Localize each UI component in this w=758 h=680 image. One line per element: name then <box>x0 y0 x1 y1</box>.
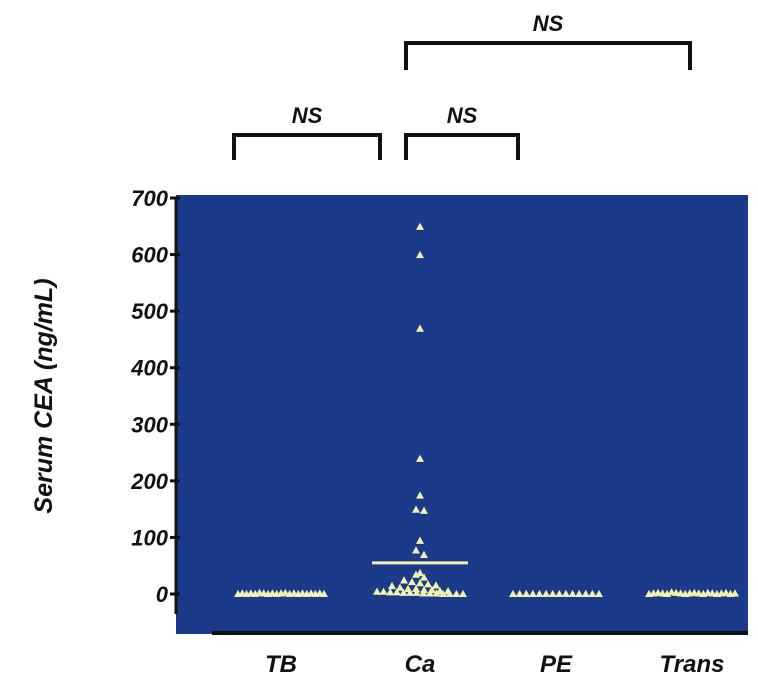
data-point-ca <box>406 588 415 596</box>
data-point-ca <box>412 588 421 596</box>
significance-label: NS <box>533 11 564 36</box>
y-tick-label: 500 <box>131 299 168 324</box>
data-point-pe <box>522 589 531 598</box>
data-point-ca <box>416 324 424 332</box>
data-point-pe <box>509 589 517 598</box>
y-tick-label: 100 <box>131 525 168 550</box>
y-tick-label: 600 <box>131 243 168 268</box>
plot-background <box>176 195 748 634</box>
data-point-ca <box>459 589 467 598</box>
y-tick-label: 700 <box>131 186 168 211</box>
significance-bracket <box>232 133 382 160</box>
data-point-ca <box>373 587 381 595</box>
data-point-pe <box>575 589 584 598</box>
data-point-ca <box>432 589 441 597</box>
data-point-ca <box>439 589 448 598</box>
data-point-ca <box>400 576 408 584</box>
y-tick-label: 300 <box>131 412 168 437</box>
significance-label: NS <box>292 103 323 128</box>
data-point-pe <box>515 589 524 598</box>
data-point-trans <box>731 589 739 597</box>
data-point-ca <box>379 587 388 595</box>
data-point-ca <box>416 536 424 544</box>
data-point-ca <box>452 589 461 598</box>
data-point-pe <box>561 589 570 598</box>
data-point-ca <box>396 583 404 591</box>
significance-label: NS <box>447 103 478 128</box>
data-point-ca <box>416 491 424 499</box>
data-point-ca <box>445 589 454 598</box>
x-category-label: PE <box>540 651 573 678</box>
x-category-label: Trans <box>660 651 725 678</box>
data-point-ca <box>399 588 408 596</box>
data-point-ca <box>416 579 424 587</box>
data-point-pe <box>568 589 577 598</box>
y-tick-label: 0 <box>156 582 169 607</box>
data-point-ca <box>412 546 420 554</box>
data-point-pe <box>535 589 544 598</box>
data-point-tb <box>320 589 328 598</box>
data-point-pe <box>588 589 597 598</box>
significance-bracket <box>404 41 692 70</box>
data-point-ca <box>416 250 424 259</box>
x-category-label: TB <box>265 651 297 678</box>
data-point-pe <box>581 589 590 598</box>
data-point-ca <box>408 577 416 586</box>
data-point-ca <box>420 585 428 594</box>
data-point-ca <box>392 588 401 596</box>
y-axis-title: Serum CEA (ng/mL) <box>30 278 58 513</box>
data-point-ca <box>425 589 434 597</box>
data-point-ca <box>419 589 428 597</box>
data-point-ca <box>412 584 420 592</box>
data-point-ca <box>416 454 424 462</box>
y-tick-label: 200 <box>130 469 168 494</box>
data-point-ca <box>424 580 432 588</box>
significance-bracket <box>404 133 520 160</box>
x-category-label: Ca <box>405 651 436 678</box>
data-point-pe <box>542 589 551 598</box>
data-point-ca <box>432 581 440 589</box>
data-point-pe <box>548 589 557 598</box>
data-point-pe <box>555 589 564 598</box>
data-point-ca <box>388 581 396 590</box>
data-point-ca <box>412 505 420 513</box>
data-point-ca <box>416 222 424 230</box>
data-point-ca <box>420 506 428 514</box>
data-point-ca <box>420 550 428 558</box>
data-point-ca <box>386 588 395 596</box>
y-tick-label: 400 <box>130 356 168 381</box>
data-point-trans <box>721 588 730 596</box>
data-point-pe <box>528 589 537 598</box>
data-point-ca <box>412 570 420 578</box>
data-point-pe <box>595 589 603 598</box>
data-point-ca <box>420 573 428 581</box>
